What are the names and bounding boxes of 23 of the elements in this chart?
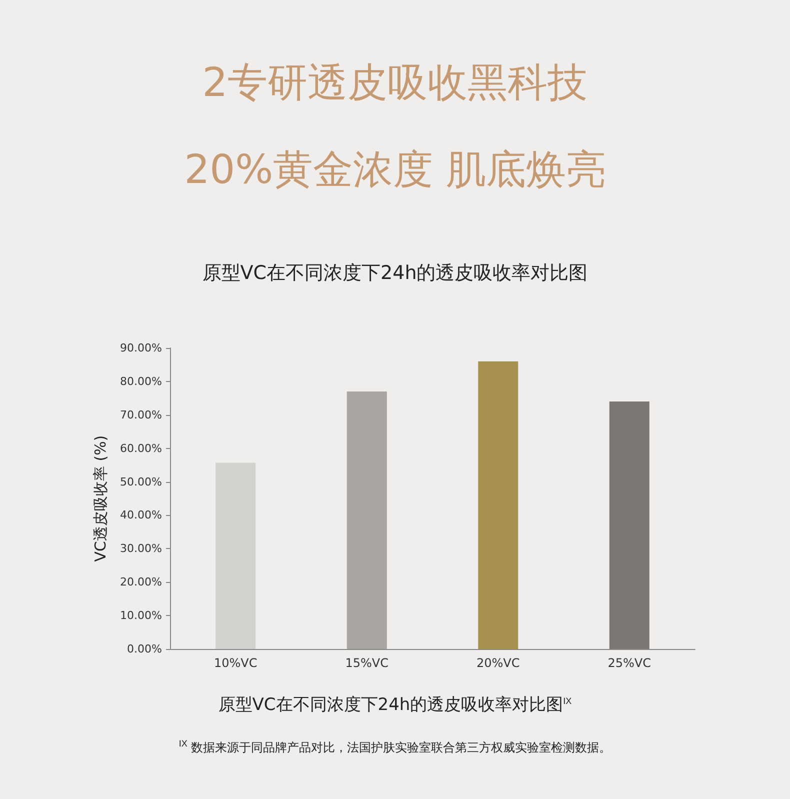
y-tick-label: 50.00% — [120, 475, 162, 488]
y-tick-label: 20.00% — [120, 576, 162, 589]
chart-title: 2专研透皮吸收黑科技 — [202, 60, 588, 106]
y-tick-label: 80.00% — [120, 374, 162, 388]
y-tick-label: 10.00% — [120, 609, 162, 622]
y-tick-label: 40.00% — [120, 508, 162, 522]
x-tick-label: 20%VC — [476, 656, 520, 670]
y-tick-label: 60.00% — [120, 442, 162, 455]
bar — [609, 402, 650, 649]
y-tick-label: 70.00% — [120, 408, 162, 422]
text: 原型VC在不同浓度下24h的透皮吸收率对比图 — [202, 262, 588, 284]
bar — [346, 391, 387, 649]
y-tick-label: 30.00% — [120, 542, 162, 556]
x-tick-label: 25%VC — [608, 656, 652, 670]
x-tick-label: 10%VC — [214, 656, 258, 670]
chart-subtitle: 20%黄金浓度 肌底焕亮 — [184, 147, 606, 193]
y-tick-label: 0.00% — [127, 642, 162, 656]
y-axis-title: VC透皮吸收率 (%) — [92, 435, 110, 562]
x-tick-label: 15%VC — [345, 656, 389, 670]
text: IX 数据来源于同品牌产品对比，法国护肤实验室联合第三方权威实验室检测数据。 — [178, 738, 612, 754]
bar — [478, 361, 518, 649]
bar — [216, 462, 256, 649]
y-tick-label: 90.00% — [120, 342, 162, 354]
